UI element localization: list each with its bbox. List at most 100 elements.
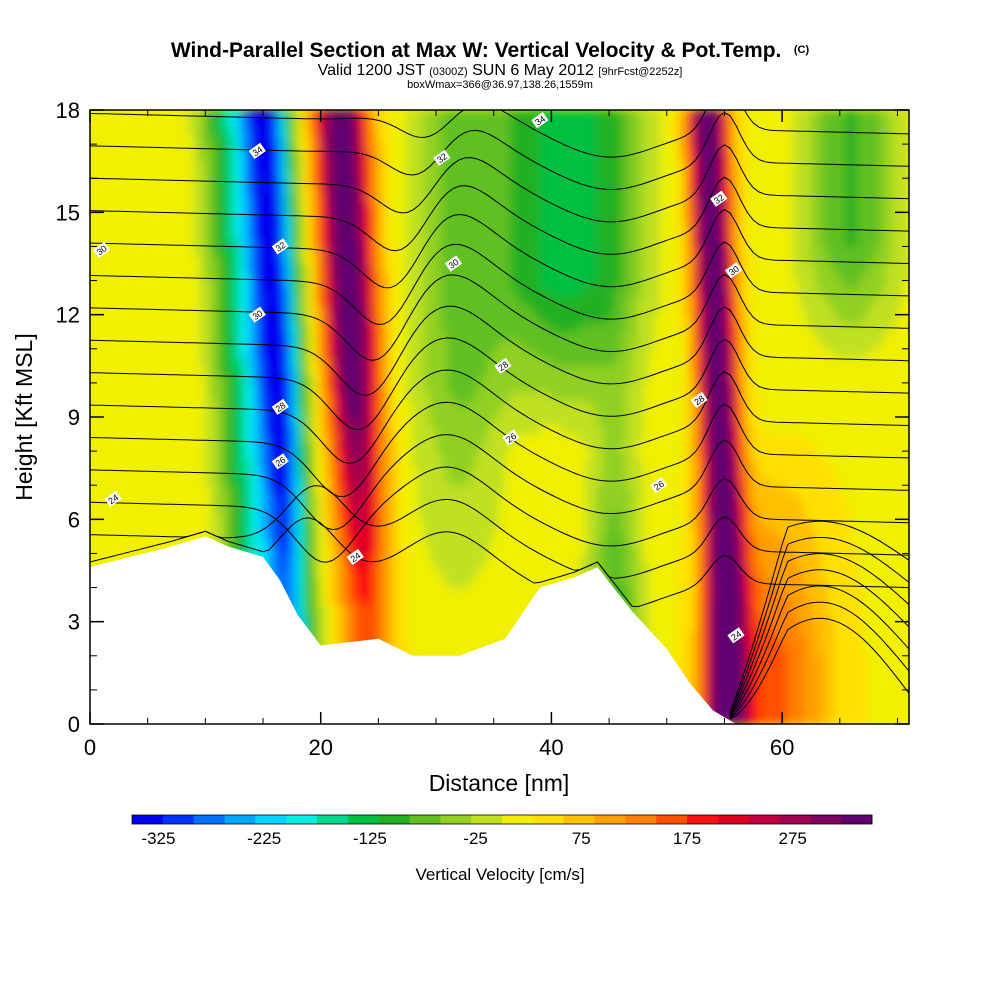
- velocity-cell: [227, 331, 235, 341]
- velocity-cell: [176, 254, 183, 264]
- velocity-cell: [245, 331, 252, 341]
- velocity-cell: [383, 399, 391, 409]
- velocity-cell: [429, 425, 437, 435]
- velocity-cell: [222, 314, 229, 324]
- velocity-cell: [470, 493, 477, 503]
- velocity-cell: [320, 621, 327, 631]
- velocity-cell: [418, 382, 426, 392]
- velocity-cell: [90, 322, 97, 333]
- velocity-cell: [314, 322, 322, 333]
- velocity-cell: [250, 501, 258, 512]
- velocity-cell: [90, 314, 97, 324]
- velocity-cell: [245, 425, 252, 435]
- velocity-cell: [158, 527, 166, 537]
- velocity-cell: [475, 612, 483, 623]
- velocity-cell: [216, 143, 224, 154]
- velocity-cell: [424, 245, 431, 256]
- velocity-cell: [320, 561, 327, 571]
- velocity-cell: [291, 365, 299, 375]
- velocity-cell: [291, 339, 299, 350]
- velocity-cell: [204, 382, 212, 392]
- velocity-cell: [164, 211, 172, 222]
- velocity-cell: [187, 177, 195, 188]
- velocity-cell: [279, 126, 287, 137]
- velocity-cell: [325, 365, 333, 375]
- velocity-cell: [285, 407, 293, 418]
- velocity-cell: [135, 518, 143, 529]
- velocity-cell: [481, 510, 489, 520]
- velocity-cell: [366, 544, 374, 554]
- velocity-cell: [412, 425, 420, 435]
- velocity-cell: [377, 621, 385, 631]
- velocity-cell: [233, 322, 241, 333]
- velocity-cell: [297, 228, 304, 239]
- velocity-cell: [245, 467, 252, 478]
- velocity-cell: [222, 160, 229, 171]
- velocity-cell: [170, 365, 178, 375]
- velocity-cell: [262, 220, 270, 230]
- velocity-cell: [250, 425, 258, 435]
- velocity-cell: [447, 143, 454, 154]
- velocity-cell: [412, 152, 420, 162]
- velocity-cell: [343, 629, 351, 640]
- velocity-cell: [314, 271, 322, 282]
- velocity-cell: [199, 152, 206, 162]
- velocity-cell: [481, 339, 489, 350]
- velocity-cell: [400, 254, 408, 264]
- velocity-cell: [187, 518, 195, 529]
- velocity-cell: [262, 194, 270, 205]
- velocity-cell: [250, 416, 258, 427]
- velocity-cell: [435, 135, 443, 145]
- velocity-cell: [424, 263, 431, 273]
- velocity-cell: [176, 280, 183, 290]
- velocity-cell: [210, 143, 218, 154]
- velocity-cell: [250, 186, 258, 196]
- velocity-cell: [193, 126, 201, 137]
- velocity-cell: [441, 356, 449, 367]
- velocity-cell: [152, 382, 160, 392]
- velocity-cell: [95, 194, 103, 205]
- velocity-cell: [418, 118, 426, 128]
- velocity-cell: [129, 314, 137, 324]
- velocity-cell: [158, 356, 166, 367]
- velocity-cell: [429, 126, 437, 137]
- velocity-cell: [337, 382, 345, 392]
- velocity-cell: [320, 228, 327, 239]
- velocity-cell: [481, 407, 489, 418]
- velocity-cell: [285, 263, 293, 273]
- velocity-cell: [320, 263, 327, 273]
- velocity-cell: [331, 552, 339, 563]
- velocity-cell: [475, 348, 483, 358]
- velocity-cell: [447, 382, 454, 392]
- velocity-cell: [181, 450, 189, 461]
- velocity-cell: [331, 382, 339, 392]
- velocity-cell: [354, 288, 362, 299]
- velocity-cell: [90, 407, 97, 418]
- velocity-cell: [106, 365, 114, 375]
- velocity-cell: [291, 160, 299, 171]
- velocity-cell: [302, 271, 310, 282]
- velocity-cell: [429, 271, 437, 282]
- velocity-cell: [239, 203, 247, 213]
- velocity-cell: [291, 544, 299, 554]
- velocity-cell: [372, 484, 379, 495]
- velocity-cell: [239, 373, 247, 384]
- velocity-cell: [325, 561, 333, 571]
- velocity-cell: [343, 510, 351, 520]
- velocity-cell: [400, 416, 408, 427]
- velocity-cell: [245, 416, 252, 427]
- velocity-cell: [245, 527, 252, 537]
- velocity-cell: [187, 211, 195, 222]
- velocity-cell: [372, 399, 379, 409]
- velocity-cell: [112, 160, 120, 171]
- velocity-cell: [239, 322, 247, 333]
- velocity-cell: [152, 186, 160, 196]
- velocity-cell: [308, 365, 316, 375]
- velocity-cell: [95, 135, 103, 145]
- velocity-cell: [470, 186, 477, 196]
- velocity-cell: [418, 339, 426, 350]
- velocity-cell: [389, 518, 397, 529]
- velocity-cell: [268, 194, 276, 205]
- velocity-cell: [204, 399, 212, 409]
